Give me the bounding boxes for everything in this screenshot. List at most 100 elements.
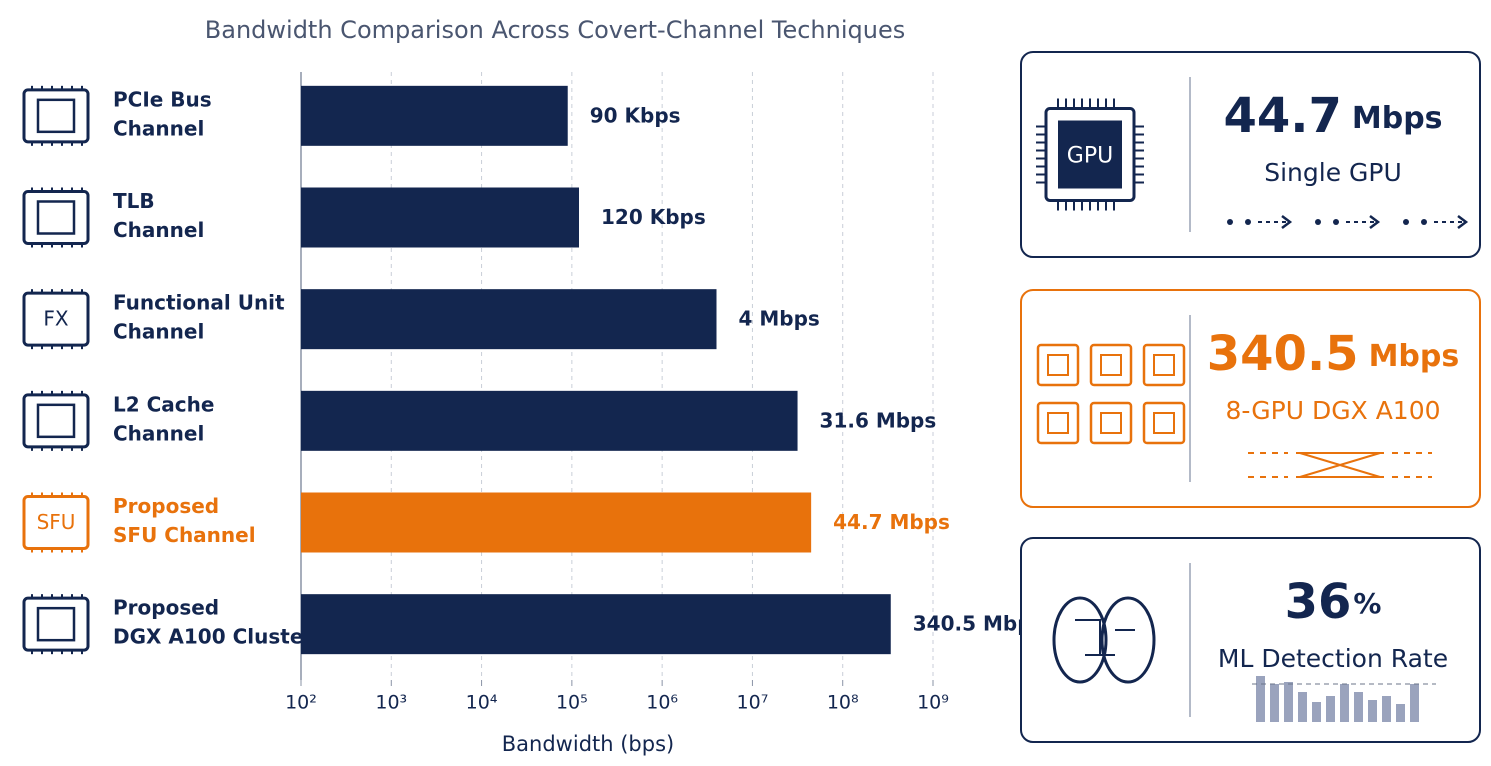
deco-dot bbox=[1333, 219, 1339, 225]
value-label: 90 Kbps bbox=[590, 103, 681, 127]
icon-chip-core bbox=[1100, 354, 1122, 376]
deco-bar bbox=[1312, 702, 1321, 722]
card-label: 8-GPU DGX A100 bbox=[1225, 396, 1440, 425]
deco-bar bbox=[1270, 684, 1279, 722]
category-label: Channel bbox=[113, 320, 204, 344]
category-label: Channel bbox=[113, 218, 204, 242]
x-tick-label: 10³ bbox=[375, 692, 407, 714]
card-number: 44.7 bbox=[1223, 88, 1341, 144]
deco-bar bbox=[1354, 692, 1363, 722]
category-label: PCIe Bus bbox=[113, 87, 212, 111]
value-label: 44.7 Mbps bbox=[833, 510, 950, 534]
icon-chip bbox=[1089, 343, 1133, 387]
bar bbox=[301, 289, 717, 350]
deco-dot bbox=[1403, 219, 1409, 225]
deco-bar bbox=[1284, 682, 1293, 722]
bar bbox=[301, 594, 891, 655]
card-label: Single GPU bbox=[1264, 158, 1402, 187]
bar bbox=[301, 390, 798, 451]
bar bbox=[301, 187, 580, 248]
deco-bar bbox=[1382, 696, 1391, 722]
deco-dot bbox=[1227, 219, 1233, 225]
row-icon bbox=[22, 390, 90, 451]
value-label: 4 Mbps bbox=[739, 307, 820, 331]
icon-chip bbox=[1142, 343, 1186, 387]
deco-dot bbox=[1315, 219, 1321, 225]
deco-bar bbox=[1256, 676, 1265, 722]
row-icon bbox=[22, 594, 90, 655]
deco-dot bbox=[1421, 219, 1427, 225]
category-label: Proposed bbox=[113, 494, 219, 518]
icon-chip-core bbox=[1100, 412, 1122, 434]
icon-chip-core bbox=[1047, 412, 1069, 434]
row-icon: FX bbox=[22, 289, 90, 350]
deco-arrowhead bbox=[1369, 215, 1381, 229]
card-unit: Mbps bbox=[1369, 339, 1460, 374]
x-tick-label: 10⁵ bbox=[556, 692, 588, 714]
icon-body bbox=[22, 393, 90, 449]
card-number: 340.5 bbox=[1207, 326, 1359, 382]
icon-core bbox=[1058, 120, 1122, 189]
x-tick-label: 10⁷ bbox=[737, 692, 769, 714]
value-label: 31.6 Mbps bbox=[820, 408, 937, 432]
card-value: 44.7 Mbps bbox=[1223, 88, 1442, 144]
category-label: Channel bbox=[113, 421, 204, 445]
card-value: 36% bbox=[1285, 574, 1382, 630]
x-tick-label: 10⁹ bbox=[917, 692, 949, 714]
card-number: 36 bbox=[1285, 574, 1352, 630]
icon-inner bbox=[36, 200, 76, 235]
icon-chip bbox=[1089, 401, 1133, 445]
icon-chip bbox=[1036, 343, 1080, 387]
deco-bar bbox=[1410, 684, 1419, 722]
category-label: DGX A100 Cluster bbox=[113, 625, 313, 649]
icon-brain bbox=[1052, 596, 1108, 684]
icon-brain bbox=[1100, 596, 1156, 684]
row-icon bbox=[22, 187, 90, 248]
category-label: Proposed bbox=[113, 596, 219, 620]
card-label: ML Detection Rate bbox=[1218, 644, 1448, 673]
icon-body bbox=[22, 495, 90, 550]
card-unit: % bbox=[1353, 587, 1381, 620]
category-label: SFU Channel bbox=[113, 523, 256, 547]
icon-inner bbox=[36, 403, 76, 439]
deco-bar bbox=[1368, 700, 1377, 722]
x-tick-label: 10² bbox=[285, 692, 317, 714]
x-axis-title: Bandwidth (bps) bbox=[502, 732, 674, 756]
icon-chip-core bbox=[1047, 354, 1069, 376]
icon-body bbox=[22, 88, 90, 144]
card bbox=[1020, 537, 1481, 743]
deco-bar bbox=[1298, 692, 1307, 722]
icon-inner bbox=[36, 606, 76, 642]
deco-arrowhead bbox=[1281, 215, 1293, 229]
x-tick-label: 10⁸ bbox=[827, 692, 859, 714]
row-icon: SFU bbox=[22, 492, 90, 553]
bar bbox=[301, 85, 568, 146]
card bbox=[1020, 51, 1481, 258]
deco-dot bbox=[1245, 219, 1251, 225]
icon-chip bbox=[1036, 401, 1080, 445]
icon-label: FX bbox=[43, 307, 69, 331]
icon-label: SFU bbox=[37, 510, 76, 534]
category-label: L2 Cache bbox=[113, 392, 214, 416]
card-unit: Mbps bbox=[1352, 101, 1443, 136]
value-label: 120 Kbps bbox=[601, 205, 706, 229]
icon-body bbox=[22, 291, 90, 347]
card-value: 340.5 Mbps bbox=[1207, 326, 1460, 382]
deco-bar bbox=[1396, 704, 1405, 722]
icon-body bbox=[22, 190, 90, 245]
deco-bar bbox=[1326, 696, 1335, 722]
deco-cross bbox=[1296, 452, 1384, 478]
icon-circuit bbox=[1075, 619, 1135, 656]
icon-chip-core bbox=[1153, 354, 1175, 376]
x-tick-label: 10⁶ bbox=[646, 692, 678, 714]
icon-chip bbox=[1142, 401, 1186, 445]
category-label: Channel bbox=[113, 116, 204, 140]
deco-arrowhead bbox=[1457, 215, 1469, 229]
icon-body bbox=[1044, 107, 1136, 202]
row-icon bbox=[22, 85, 90, 146]
bar bbox=[301, 492, 812, 553]
deco-bar bbox=[1340, 684, 1349, 722]
category-label: TLB bbox=[113, 189, 155, 213]
